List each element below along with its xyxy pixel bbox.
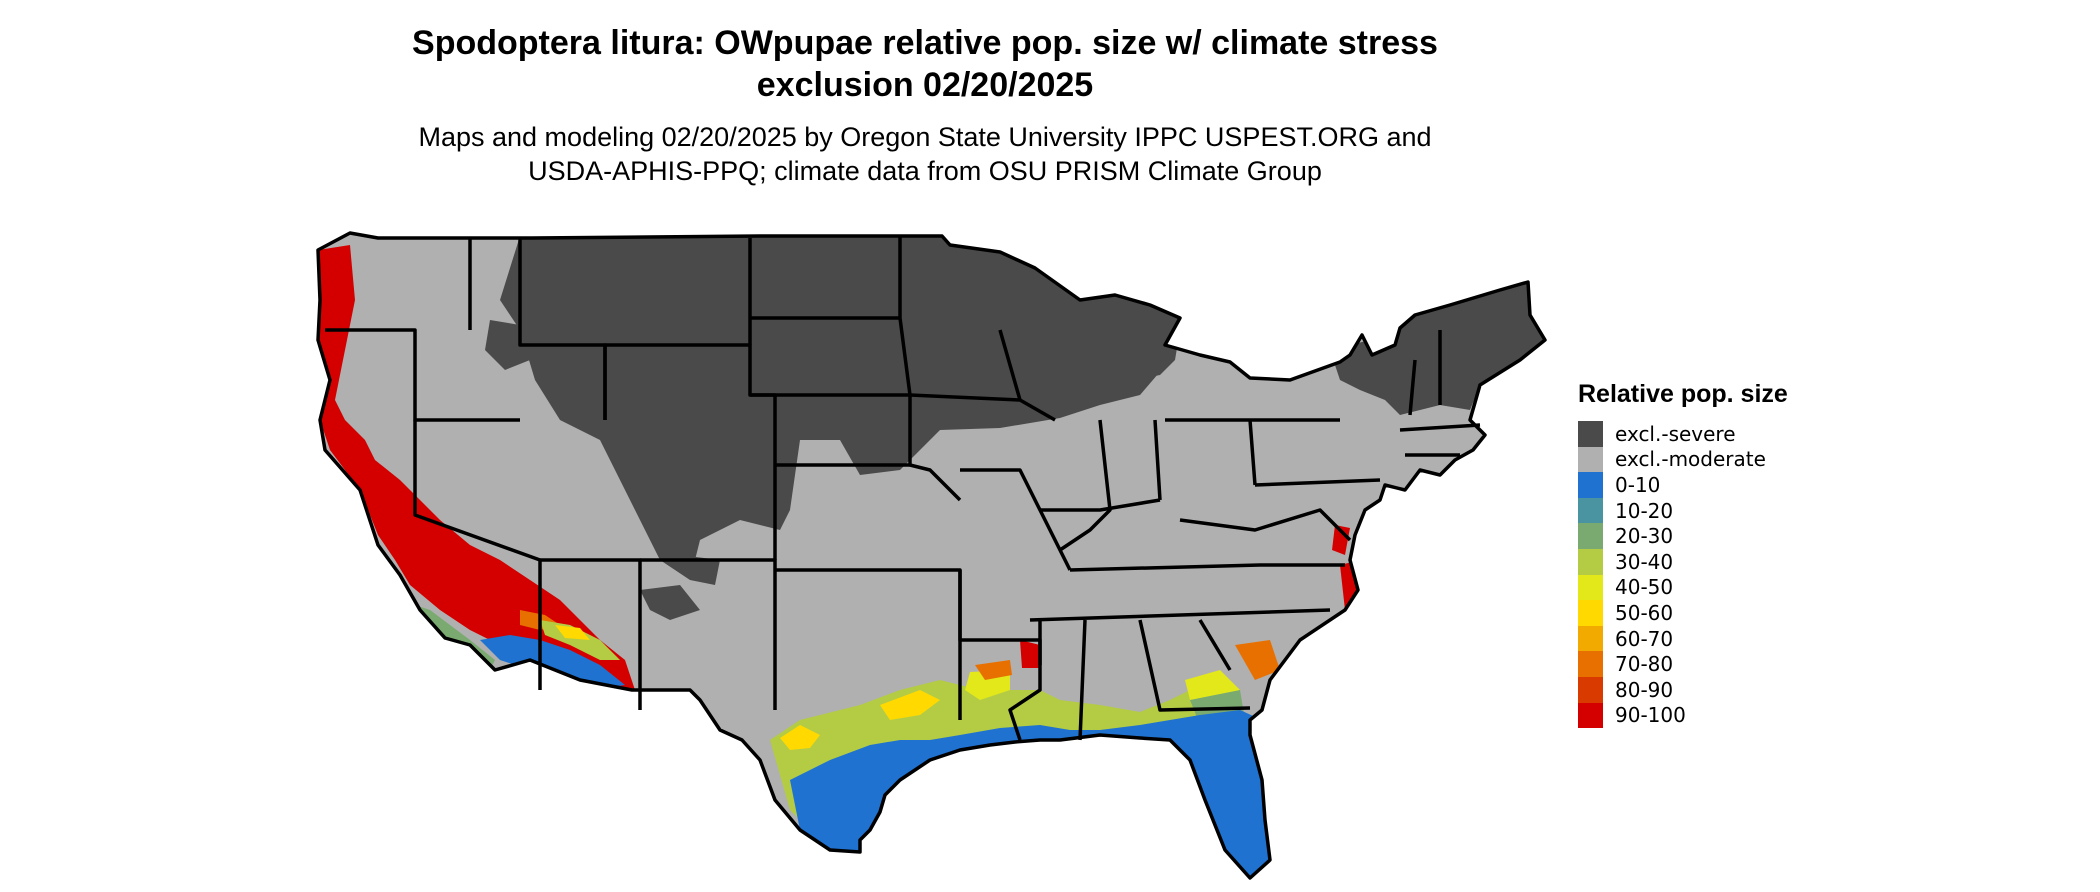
legend-item: 70-80 <box>1578 651 1788 677</box>
legend-label: 30-40 <box>1615 549 1674 574</box>
legend-items: excl.-severe excl.-moderate 0-10 10-20 20-30… <box>1578 421 1788 729</box>
legend-swatch <box>1578 651 1603 677</box>
legend-item: 10-20 <box>1578 497 1788 524</box>
legend-label: 70-80 <box>1615 652 1674 677</box>
legend-swatch <box>1578 446 1603 473</box>
legend-item: 90-100 <box>1578 702 1788 729</box>
legend-item: 60-70 <box>1578 625 1788 652</box>
legend-item: 30-40 <box>1578 548 1788 575</box>
legend-label: excl.-moderate <box>1615 447 1766 472</box>
legend-swatch <box>1578 625 1603 652</box>
legend-label: 50-60 <box>1615 600 1674 625</box>
legend-label: excl.-severe <box>1615 421 1736 446</box>
legend-label: 10-20 <box>1615 498 1674 523</box>
legend-item: 40-50 <box>1578 574 1788 601</box>
legend-swatch <box>1578 472 1603 498</box>
map-subtitle-line-2: USDA-APHIS-PPQ; climate data from OSU PR… <box>528 156 1322 186</box>
legend: Relative pop. size excl.-severe excl.-mod… <box>1578 380 1788 729</box>
legend-label: 0-10 <box>1615 472 1661 497</box>
legend-label: 40-50 <box>1615 575 1674 600</box>
legend-swatch <box>1578 676 1603 703</box>
legend-swatch <box>1578 574 1603 601</box>
legend-swatch <box>1578 548 1603 575</box>
map-fill-layers <box>318 233 1545 878</box>
map-subtitle-line-1: Maps and modeling 02/20/2025 by Oregon S… <box>418 122 1432 152</box>
legend-swatch <box>1578 421 1603 447</box>
legend-item: 50-60 <box>1578 600 1788 626</box>
state-borders <box>316 231 1547 880</box>
legend-item: 20-30 <box>1578 523 1788 549</box>
map-title: Spodoptera litura: OWpupae relative pop.… <box>0 22 1850 106</box>
legend-label: 90-100 <box>1615 703 1686 728</box>
legend-swatch <box>1578 497 1603 524</box>
legend-swatch <box>1578 523 1603 549</box>
map-title-line-2: exclusion 02/20/2025 <box>756 66 1094 104</box>
legend-label: 20-30 <box>1615 524 1674 549</box>
legend-label: 60-70 <box>1615 626 1674 651</box>
map-subtitle: Maps and modeling 02/20/2025 by Oregon S… <box>0 120 1850 188</box>
legend-item: 80-90 <box>1578 676 1788 703</box>
legend-title: Relative pop. size <box>1578 380 1788 408</box>
map-title-line-1: Spodoptera litura: OWpupae relative pop.… <box>412 24 1438 62</box>
legend-item: excl.-severe <box>1578 421 1788 447</box>
legend-swatch <box>1578 600 1603 626</box>
legend-label: 80-90 <box>1615 677 1674 702</box>
legend-swatch <box>1578 702 1603 729</box>
legend-item: 0-10 <box>1578 472 1788 498</box>
legend-item: excl.-moderate <box>1578 446 1788 473</box>
